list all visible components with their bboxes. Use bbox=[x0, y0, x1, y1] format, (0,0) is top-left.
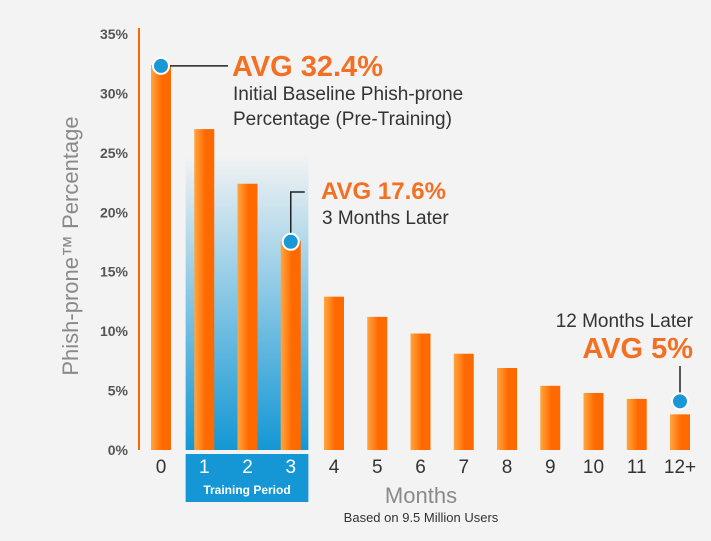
x-axis-title: Months bbox=[385, 483, 457, 508]
x-tick-label: 1 bbox=[199, 457, 210, 478]
x-tick-label: 7 bbox=[458, 457, 469, 478]
bar bbox=[626, 398, 647, 450]
bar bbox=[280, 240, 301, 450]
annotation-text: Initial Baseline Phish-prone bbox=[233, 84, 463, 105]
bar bbox=[410, 333, 431, 450]
annotation-headline: AVG 32.4% bbox=[232, 51, 383, 83]
x-tick-label: 5 bbox=[372, 457, 383, 478]
x-tick-label: 3 bbox=[285, 457, 296, 478]
annotation-headline: AVG 17.6% bbox=[321, 178, 446, 205]
bar bbox=[237, 183, 258, 450]
y-tick-label: 5% bbox=[108, 383, 129, 399]
x-tick-label: 10 bbox=[583, 457, 604, 478]
x-tick-label: 8 bbox=[502, 457, 513, 478]
bar bbox=[151, 64, 171, 450]
y-axis-title: Phish-prone™ Percentage bbox=[58, 116, 83, 375]
bar bbox=[670, 414, 690, 450]
chart-subtitle: Based on 9.5 Million Users bbox=[344, 510, 499, 525]
bar bbox=[324, 296, 344, 450]
y-tick-label: 0% bbox=[108, 442, 129, 458]
x-tick-label: 0 bbox=[156, 457, 167, 478]
y-tick-label: 20% bbox=[100, 204, 129, 220]
y-tick-label: 25% bbox=[100, 145, 129, 161]
data-marker bbox=[281, 232, 300, 251]
x-tick-label: 11 bbox=[627, 457, 647, 478]
y-tick-label: 35% bbox=[100, 26, 129, 42]
y-tick-label: 15% bbox=[100, 264, 129, 280]
bar bbox=[583, 392, 604, 450]
x-tick-label: 12+ bbox=[664, 457, 696, 478]
x-tick-label: 2 bbox=[242, 457, 253, 478]
x-tick-label: 9 bbox=[545, 457, 556, 478]
bar bbox=[540, 385, 561, 450]
training-period-label: Training Period bbox=[203, 483, 290, 497]
training-period-box bbox=[185, 454, 309, 502]
annotation-headline: AVG 5% bbox=[582, 333, 693, 365]
annotation-text: Percentage (Pre-Training) bbox=[233, 109, 452, 130]
y-tick-label: 10% bbox=[100, 323, 129, 339]
data-marker bbox=[152, 56, 170, 75]
bar bbox=[453, 353, 474, 450]
annotation-text: 3 Months Later bbox=[322, 208, 449, 229]
x-tick-label: 6 bbox=[415, 457, 426, 478]
bar bbox=[194, 129, 215, 451]
annotation-leader bbox=[290, 191, 305, 234]
x-tick-label: 4 bbox=[329, 457, 340, 478]
annotation-text: 12 Months Later bbox=[556, 311, 694, 332]
data-marker bbox=[671, 392, 689, 411]
bar bbox=[367, 316, 388, 450]
y-tick-label: 30% bbox=[100, 85, 129, 101]
bar bbox=[497, 367, 517, 450]
